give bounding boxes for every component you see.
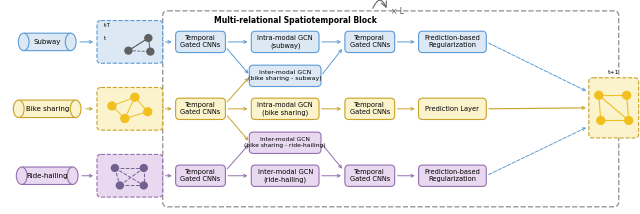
Text: t+1: t+1 [608, 70, 620, 76]
Text: Inter-modal GCN
(bike sharing - ride-hailing): Inter-modal GCN (bike sharing - ride-hai… [244, 137, 326, 148]
FancyBboxPatch shape [589, 78, 639, 138]
Circle shape [145, 35, 152, 42]
FancyBboxPatch shape [345, 165, 395, 186]
FancyBboxPatch shape [345, 98, 395, 119]
FancyBboxPatch shape [97, 155, 163, 197]
FancyBboxPatch shape [175, 165, 225, 186]
FancyBboxPatch shape [419, 165, 486, 186]
Text: t-T: t-T [104, 24, 111, 28]
Circle shape [144, 108, 152, 116]
Circle shape [596, 117, 605, 124]
Text: Temporal
Gated CNNs: Temporal Gated CNNs [349, 169, 390, 182]
Text: Temporal
Gated CNNs: Temporal Gated CNNs [349, 35, 390, 48]
FancyBboxPatch shape [252, 98, 319, 119]
Circle shape [595, 91, 603, 99]
FancyBboxPatch shape [345, 31, 395, 53]
FancyBboxPatch shape [419, 98, 486, 119]
Text: Prediction Layer: Prediction Layer [426, 106, 479, 112]
Ellipse shape [70, 100, 81, 117]
Text: Bike sharing: Bike sharing [26, 106, 69, 112]
Text: Temporal
Gated CNNs: Temporal Gated CNNs [180, 169, 221, 182]
Text: Multi-relational Spatiotemporal Block: Multi-relational Spatiotemporal Block [214, 16, 376, 25]
Text: Prediction-based
Regularization: Prediction-based Regularization [424, 35, 481, 48]
Text: t: t [104, 36, 106, 40]
Circle shape [625, 117, 632, 124]
Circle shape [108, 102, 116, 110]
Ellipse shape [67, 167, 78, 184]
Text: Intra-modal GCN
(bike sharing): Intra-modal GCN (bike sharing) [257, 102, 313, 116]
Circle shape [147, 48, 154, 55]
Text: Prediction-based
Regularization: Prediction-based Regularization [424, 169, 481, 182]
FancyBboxPatch shape [163, 11, 619, 207]
Circle shape [111, 165, 118, 171]
FancyBboxPatch shape [252, 165, 319, 186]
Text: Intra-modal GCN
(subway): Intra-modal GCN (subway) [257, 35, 313, 49]
FancyBboxPatch shape [97, 88, 163, 130]
Text: Temporal
Gated CNNs: Temporal Gated CNNs [349, 102, 390, 115]
FancyBboxPatch shape [97, 21, 163, 63]
Ellipse shape [17, 167, 27, 184]
Ellipse shape [19, 33, 29, 51]
FancyBboxPatch shape [175, 98, 225, 119]
Circle shape [125, 47, 132, 54]
Text: Subway: Subway [33, 39, 61, 45]
FancyBboxPatch shape [419, 31, 486, 53]
FancyBboxPatch shape [22, 167, 73, 184]
FancyBboxPatch shape [250, 132, 321, 153]
Circle shape [131, 93, 139, 101]
Circle shape [623, 91, 630, 99]
Circle shape [116, 182, 124, 189]
Text: × L: × L [391, 7, 404, 16]
Text: Temporal
Gated CNNs: Temporal Gated CNNs [180, 102, 221, 115]
Text: Temporal
Gated CNNs: Temporal Gated CNNs [180, 35, 221, 48]
Text: Ride-hailing: Ride-hailing [26, 173, 68, 179]
FancyBboxPatch shape [24, 33, 70, 51]
Circle shape [140, 165, 147, 171]
FancyBboxPatch shape [250, 65, 321, 86]
Ellipse shape [65, 33, 76, 51]
Ellipse shape [13, 100, 24, 117]
FancyBboxPatch shape [19, 100, 76, 117]
Circle shape [140, 182, 147, 189]
Text: Inter-modal GCN
(ride-hailing): Inter-modal GCN (ride-hailing) [257, 169, 313, 183]
FancyBboxPatch shape [175, 31, 225, 53]
Circle shape [121, 115, 129, 122]
FancyBboxPatch shape [252, 31, 319, 53]
Text: Inter-modal GCN
(bike sharing - subway): Inter-modal GCN (bike sharing - subway) [248, 70, 322, 81]
